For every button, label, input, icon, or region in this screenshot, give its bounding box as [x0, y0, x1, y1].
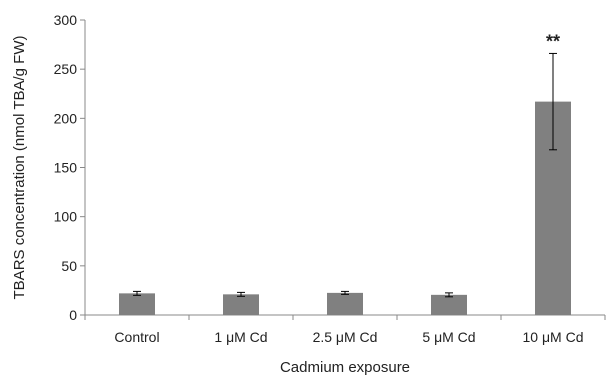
bars: **: [119, 31, 571, 315]
x-axis-title: Cadmium exposure: [280, 359, 410, 376]
x-tick-label: 5 μM Cd: [422, 329, 475, 345]
y-tick-label: 50: [61, 258, 77, 274]
y-tick-label: 150: [54, 160, 78, 176]
y-axis: 0 50 100 150 200 250 300: [54, 12, 86, 323]
bar: [223, 294, 259, 315]
x-axis: Control 1 μM Cd 2.5 μM Cd 5 μM Cd 10 μM Cd: [84, 314, 606, 345]
significance-annotation: **: [546, 31, 560, 51]
x-tick-label: 2.5 μM Cd: [313, 329, 378, 345]
y-axis-title: TBARS concentration (nmol TBA/g FW): [11, 36, 28, 300]
y-tick-label: 300: [54, 12, 78, 28]
y-tick-label: 0: [69, 307, 77, 323]
y-tick-label: 200: [54, 110, 78, 126]
y-tick-label: 250: [54, 61, 78, 77]
y-tick-label: 100: [54, 209, 78, 225]
bar: [431, 294, 467, 315]
bar: [327, 292, 363, 315]
x-tick-label: Control: [114, 329, 159, 345]
bar: [119, 293, 155, 315]
x-tick-label: 10 μM Cd: [523, 329, 584, 345]
x-tick-label: 1 μM Cd: [214, 329, 267, 345]
